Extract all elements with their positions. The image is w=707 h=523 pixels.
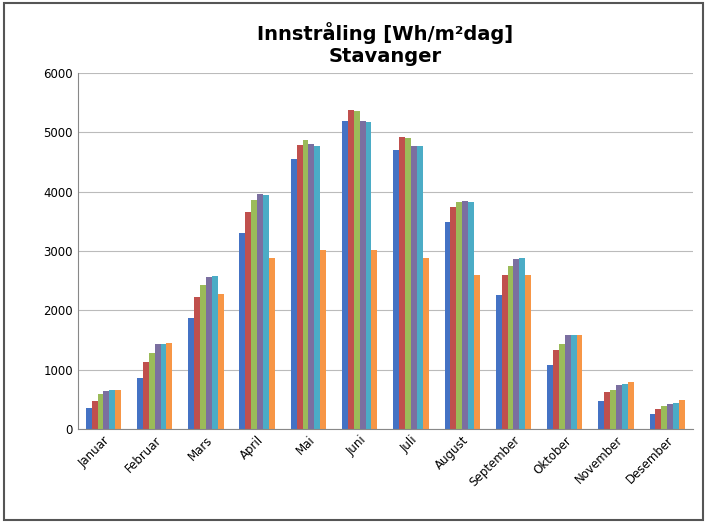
Bar <box>411 145 417 429</box>
Bar <box>166 343 173 429</box>
Bar <box>417 145 423 429</box>
Bar <box>445 222 450 429</box>
Bar <box>103 391 110 429</box>
Bar <box>571 335 576 429</box>
Bar <box>155 344 160 429</box>
Bar <box>263 195 269 429</box>
Bar <box>257 194 263 429</box>
Bar <box>565 335 571 429</box>
Bar <box>393 150 399 429</box>
Bar <box>188 318 194 429</box>
Bar <box>98 394 103 429</box>
Bar <box>450 207 456 429</box>
Bar <box>547 365 553 429</box>
Bar <box>86 408 92 429</box>
Bar <box>502 275 508 429</box>
Bar <box>303 140 308 429</box>
Bar <box>291 159 297 429</box>
Bar <box>673 403 679 429</box>
Bar <box>143 362 148 429</box>
Bar <box>616 385 622 429</box>
Bar <box>240 233 245 429</box>
Bar <box>160 344 166 429</box>
Bar <box>269 258 275 429</box>
Bar <box>399 137 405 429</box>
Bar <box>212 276 218 429</box>
Bar <box>194 297 200 429</box>
Bar <box>245 212 251 429</box>
Bar <box>308 144 315 429</box>
Bar <box>655 410 661 429</box>
Bar <box>456 202 462 429</box>
Bar <box>576 335 583 429</box>
Bar <box>667 404 673 429</box>
Bar <box>148 353 155 429</box>
Bar <box>628 382 633 429</box>
Bar <box>559 344 565 429</box>
Title: Innstråling [Wh/m²dag]
Stavanger: Innstråling [Wh/m²dag] Stavanger <box>257 22 513 66</box>
Bar <box>354 110 360 429</box>
Bar <box>462 201 468 429</box>
Bar <box>508 266 513 429</box>
Bar <box>513 259 520 429</box>
Bar <box>320 251 326 429</box>
Bar <box>423 257 428 429</box>
Bar <box>218 294 223 429</box>
Bar <box>610 390 616 429</box>
Bar <box>110 390 115 429</box>
Bar <box>371 250 378 429</box>
Bar <box>496 295 502 429</box>
Bar <box>115 390 121 429</box>
Bar <box>348 110 354 429</box>
Bar <box>598 401 604 429</box>
Bar <box>679 400 685 429</box>
Bar <box>92 401 98 429</box>
Bar <box>468 202 474 429</box>
Bar <box>137 379 143 429</box>
Bar <box>553 350 559 429</box>
Bar <box>315 145 320 429</box>
Bar <box>366 122 371 429</box>
Bar <box>206 277 212 429</box>
Bar <box>661 406 667 429</box>
Bar <box>604 392 610 429</box>
Bar <box>622 384 628 429</box>
Bar <box>405 138 411 429</box>
Bar <box>251 200 257 429</box>
Bar <box>520 258 525 429</box>
Bar <box>474 275 480 429</box>
Bar <box>297 145 303 429</box>
Bar <box>200 285 206 429</box>
Bar <box>360 121 366 429</box>
Bar <box>342 121 348 429</box>
Bar <box>525 275 531 429</box>
Bar <box>650 414 655 429</box>
